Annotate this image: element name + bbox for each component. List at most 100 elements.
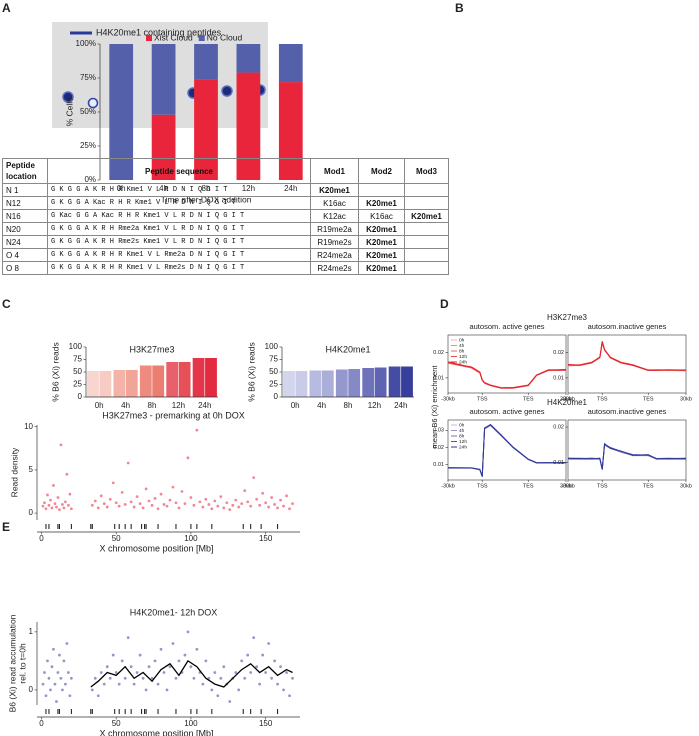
data-point [105,505,109,509]
data-point [46,493,49,497]
panel-label: D [440,297,449,311]
modification: K16ac [310,196,359,210]
data-point [66,671,70,674]
bar [321,370,334,397]
data-point [126,636,130,640]
data-point [150,676,154,680]
x-tick-label: -30kb [561,396,575,402]
y-axis-label: mean B6 (Xi) enrichment [430,365,439,449]
legend-label: 12h [459,354,467,360]
data-point [111,481,115,485]
bar [348,369,361,397]
data-point [114,501,118,505]
x-tick-label: TSS [597,396,608,402]
data-point [108,497,112,501]
y-tick-label: 25 [269,380,278,389]
data-point [129,665,133,669]
data-point [186,456,190,460]
y-axis-label: Read density [9,447,19,497]
data-line [448,424,566,477]
x-tick-label: 24h [198,401,211,410]
data-point [141,676,145,680]
data-point [50,506,54,510]
data-point [147,665,151,669]
data-point [63,500,67,504]
data-point [59,443,63,447]
data-point [261,653,265,657]
y-tick-label: 0.02 [553,425,564,431]
data-point [240,659,244,663]
x-tick-label: 30kb [680,396,692,402]
data-point [63,682,67,686]
legend-label: 24h [459,444,467,450]
y-tick-label: 0.02 [433,445,444,451]
data-point [183,502,187,505]
column-header: Peptide sequence [47,158,311,184]
y-tick-label: 100 [69,342,83,351]
data-point [243,676,247,680]
data-point [177,659,181,663]
peptide-location: N12 [2,196,48,210]
table-row: N16 G Kac G G A Kac R H R Kme1 V L R D N … [2,209,449,223]
data-point [102,682,106,686]
empty-cell [404,222,449,236]
data-point [153,659,157,663]
data-point [279,665,282,669]
table-header: Peptide location Peptide sequence Mod1 Mod2… [2,158,449,184]
data-point [55,700,58,703]
data-point [216,694,220,698]
x-tick-label: -30kb [561,483,575,489]
trend-line [90,659,293,688]
data-point [201,682,205,686]
chart-title: H3K27me3 [129,344,174,354]
bar [283,371,295,397]
data-line [567,443,687,469]
modification: K20me1 [358,235,405,249]
data-point [192,503,196,507]
data-point [258,682,262,686]
data-point [58,508,61,512]
x-tick-label: 100 [184,719,198,728]
data-point [282,504,285,508]
data-point [189,496,193,499]
data-point [41,504,45,508]
data-point [49,688,52,692]
y-axis-label: % Cells [64,98,74,127]
bar-segment [194,44,218,80]
x-tick-label: TES [643,483,654,489]
peptide-sequence: G K G G A K R H Rme2s Kme1 V L R D N I Q… [47,235,311,249]
data-line [568,342,686,371]
x-tick-label: TES [523,483,534,489]
data-point [150,503,154,507]
data-point [267,642,271,645]
peptide-sequence: G K G G A K R H R Kme1 V L R D N I Q G I… [47,183,311,197]
data-point [171,485,175,489]
x-tick-label: 0h [291,401,300,410]
data-point [68,694,72,698]
modification: R19me2s [310,235,359,249]
data-point [56,496,60,499]
data-point [210,507,214,511]
data-point [93,499,97,503]
data-point [171,642,175,645]
bar [374,367,387,397]
bar [401,366,413,397]
blot-dot [221,85,233,97]
y-tick-label: 25% [80,141,96,150]
data-point [174,501,178,505]
data-line [568,443,686,470]
y-tick-label: 5 [29,465,34,474]
peptide-location: N 1 [2,183,48,197]
bar-segment [236,72,261,180]
data-point [291,676,294,680]
y-tick-label: 75 [269,355,278,364]
panel-label: C [2,297,11,311]
data-point [159,492,163,496]
data-point [159,647,163,651]
data-point [141,506,145,510]
bar [192,358,205,397]
panel-label: E [2,520,10,534]
data-point [291,502,294,505]
chart-title: autosom.inactive genes [588,322,667,331]
